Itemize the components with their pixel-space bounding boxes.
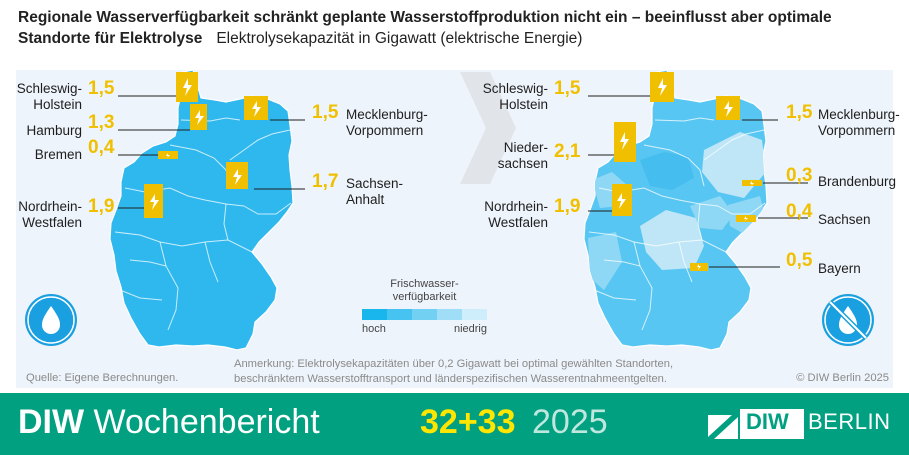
footer-bar: DIW Wochenbericht 32+33 2025 DIW BERLIN xyxy=(0,393,909,455)
diw-logo: DIW BERLIN xyxy=(708,405,893,443)
publication-series: Wochenbericht xyxy=(84,403,320,441)
left-label-5: Mecklenburg- Vorpommern xyxy=(346,107,428,138)
legend-title: Frischwasser- verfügbarkeit xyxy=(390,278,459,303)
right-value-3: 1,9 xyxy=(554,196,581,217)
legend-swatch-3 xyxy=(412,309,437,320)
left-value-6: 1,7 xyxy=(312,171,339,192)
right-value-2: 2,1 xyxy=(554,141,581,162)
right-label-5: Brandenburg xyxy=(818,174,897,189)
right-label-7: Bayern xyxy=(818,261,861,276)
maps-graphic xyxy=(25,69,874,351)
publication-prefix: DIW xyxy=(18,403,85,441)
left-value-5: 1,5 xyxy=(312,102,339,123)
map-left xyxy=(25,69,305,351)
legend-color-scale xyxy=(362,309,487,320)
left-value-4: 1,9 xyxy=(88,196,115,217)
arrow-shape xyxy=(460,72,516,184)
left-label-6: Sachsen- Anhalt xyxy=(346,176,404,207)
legend-swatch-4 xyxy=(437,309,462,320)
right-value-6: 0,4 xyxy=(786,201,813,222)
left-label-1: Schleswig- Holstein xyxy=(16,81,82,112)
chart-title: Regionale Wasserverfügbarkeit schränkt g… xyxy=(18,9,832,26)
publication-name: DIW Wochenbericht xyxy=(18,403,320,442)
logo-diw-text: DIW xyxy=(746,409,789,434)
legend-swatch-2 xyxy=(387,309,412,320)
right-label-2: Nieder- sachsen xyxy=(497,140,548,171)
copyright-note: © DIW Berlin 2025 xyxy=(796,372,889,384)
left-value-2: 1,3 xyxy=(88,112,115,133)
legend-high-label: niedrig xyxy=(453,323,487,335)
right-label-6: Sachsen xyxy=(818,212,871,227)
left-label-4: Nordrhein- Westfalen xyxy=(18,199,82,230)
left-value-1: 1,5 xyxy=(88,78,115,99)
issue-year: 2025 xyxy=(532,403,608,441)
left-value-3: 0,4 xyxy=(88,137,115,158)
right-value-4: 1,5 xyxy=(786,102,813,123)
right-value-7: 0,5 xyxy=(786,250,813,271)
right-label-4: Mecklenburg- Vorpommern xyxy=(818,107,900,138)
legend-right-icon xyxy=(822,294,874,346)
chart-header: Regionale Wasserverfügbarkeit schränkt g… xyxy=(18,7,898,49)
right-value-5: 0,3 xyxy=(786,165,813,186)
map-right xyxy=(583,69,874,351)
water-availability-legend: Frischwasser- verfügbarkeit hoch niedrig xyxy=(362,278,487,335)
chart-title-line2: Standorte für Elektrolyse xyxy=(18,30,203,47)
footnote: Anmerkung: Elektrolysekapazitäten über 0… xyxy=(234,358,674,385)
legend-left-icon xyxy=(25,294,77,346)
right-label-3: Nordrhein- Westfalen xyxy=(484,199,548,230)
right-value-1: 1,5 xyxy=(554,78,581,99)
chart-subtitle: Elektrolysekapazität in Gigawatt (elektr… xyxy=(216,30,583,47)
source-note: Quelle: Eigene Berechnungen. xyxy=(26,372,179,384)
legend-swatch-5 xyxy=(462,309,487,320)
left-label-2: Hamburg xyxy=(26,123,82,138)
legend-swatch-1 xyxy=(362,309,387,320)
diw-logo-mark-icon xyxy=(708,409,804,439)
right-label-1: Schleswig- Holstein xyxy=(482,81,548,112)
legend-low-label: hoch xyxy=(362,323,386,335)
issue-number: 32+33 xyxy=(420,403,516,441)
left-label-3: Bremen xyxy=(34,147,82,162)
logo-berlin-text: BERLIN xyxy=(808,409,891,434)
